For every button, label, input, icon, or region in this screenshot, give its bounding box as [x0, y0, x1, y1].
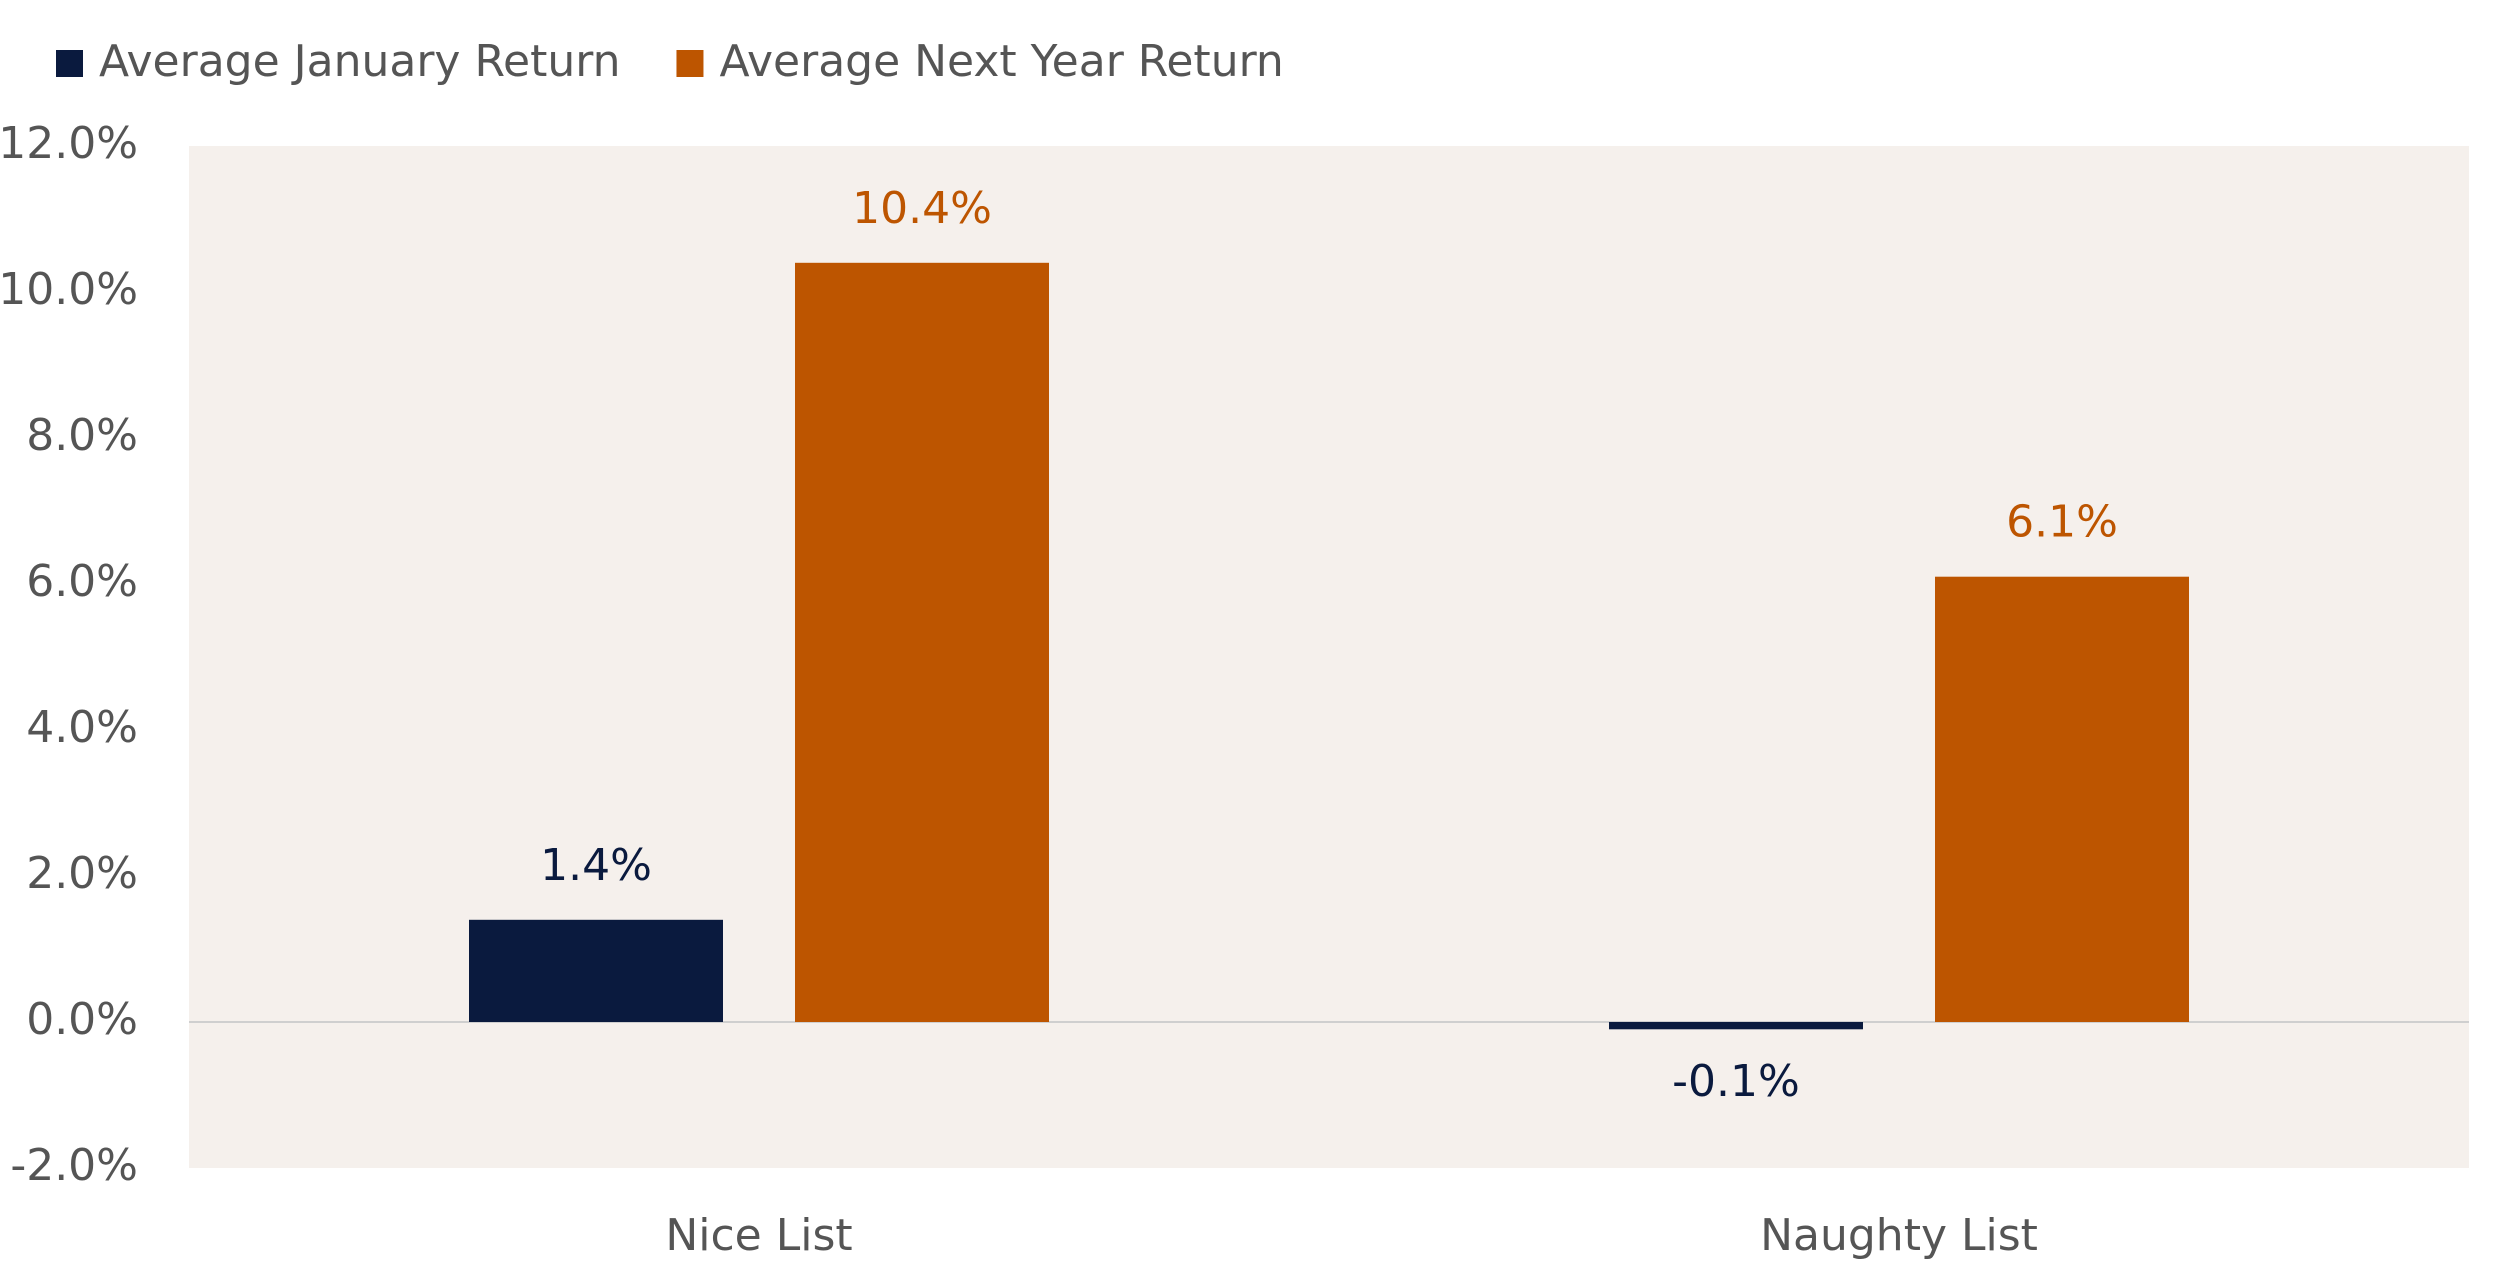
data-label: 6.1%: [2006, 497, 2118, 548]
y-tick-label: 2.0%: [26, 848, 138, 899]
y-tick-label: -2.0%: [10, 1140, 138, 1191]
data-label: -0.1%: [1672, 1056, 1800, 1107]
legend-label: Average January Return: [99, 36, 620, 87]
legend-swatch: [676, 50, 704, 77]
y-tick-label: 8.0%: [26, 410, 138, 461]
y-tick-label: 4.0%: [26, 702, 138, 753]
y-tick-label: 12.0%: [0, 118, 138, 169]
legend-label: Average Next Year Return: [719, 36, 1283, 87]
x-tick-label: Nice List: [665, 1210, 852, 1261]
legend-swatch: [56, 50, 83, 77]
data-label: 1.4%: [540, 840, 652, 891]
y-tick-label: 6.0%: [26, 556, 138, 607]
x-tick-label: Naughty List: [1760, 1210, 2038, 1261]
bar: [1609, 1022, 1863, 1030]
y-tick-label: 0.0%: [26, 994, 138, 1045]
y-tick-label: 10.0%: [0, 264, 138, 315]
data-label: 10.4%: [852, 183, 992, 234]
bar: [469, 919, 723, 1022]
bar: [795, 262, 1049, 1022]
bar: [1935, 576, 2189, 1022]
